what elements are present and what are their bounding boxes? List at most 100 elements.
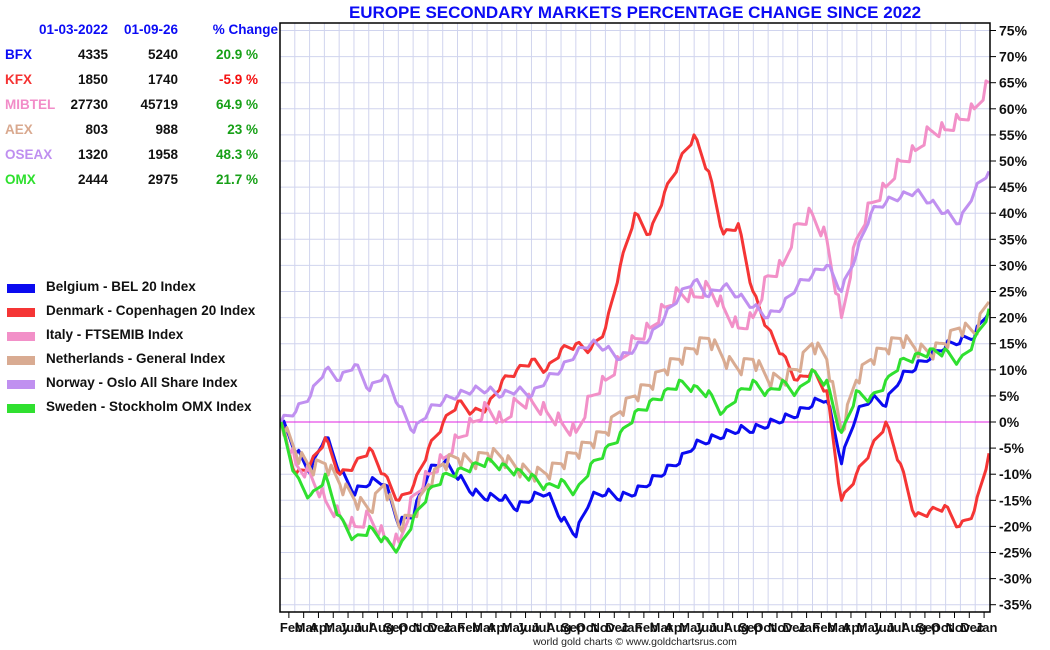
series-line-3 [279,79,990,549]
series-line-2 [279,133,991,529]
x-tick-label: Jul [531,620,550,635]
percent-change: 20.9 % [215,47,258,62]
x-tick-label: Nov [768,620,793,635]
end-value: 45719 [140,97,178,112]
legend-label: Belgium - BEL 20 Index [46,279,196,294]
x-tick-label: Jun [872,620,895,635]
x-tick-label: Apr [487,620,509,635]
index-name: AEX [5,122,33,137]
x-tick-label: Dec [960,620,984,635]
stats-row: OSEAX 1320 1958 48.3 % [0,147,280,172]
x-tick-label: Feb [635,620,658,635]
x-tick-label: Sep [383,620,407,635]
x-tick-label: Aug [546,620,571,635]
stats-row: MIBTEL 27730 45719 64.9 % [0,97,280,122]
stats-header-row: 01-03-2022 01-09-26 % Change [0,22,280,47]
start-value: 1850 [77,72,108,87]
percent-change: 21.7 % [215,172,258,187]
y-tick-label: 15% [999,336,1028,352]
x-tick-label: Mar [472,620,495,635]
start-value: 803 [85,122,108,137]
header-start-date: 01-03-2022 [38,22,108,37]
stats-row: OMX 2444 2975 21.7 % [0,172,280,197]
index-name: BFX [5,47,32,62]
legend-item: Denmark - Copenhagen 20 Index [6,303,281,327]
index-name: MIBTEL [5,97,56,112]
legend-swatch [7,380,35,389]
x-tick-label: Jul [886,620,905,635]
legend-swatch [7,284,35,293]
x-tick-label: Jun [517,620,540,635]
end-value: 5240 [147,47,178,62]
x-tick-label: Nov [946,620,971,635]
stats-table: 01-03-2022 01-09-26 % Change BFX 4335 5240… [0,22,280,197]
legend-item: Netherlands - General Index [6,351,281,375]
series-line-5 [279,170,991,434]
x-tick-label: Jan [620,620,642,635]
y-tick-label: 75% [999,23,1028,39]
x-tick-label: Jan [975,620,997,635]
x-tick-label: Aug [724,620,749,635]
y-tick-label: 40% [999,205,1028,221]
legend-item: Norway - Oslo All Share Index [6,375,281,399]
y-tick-label: 65% [999,75,1028,91]
y-tick-label: 55% [999,127,1028,143]
x-tick-label: Apr [664,620,686,635]
stats-row: BFX 4335 5240 20.9 % [0,47,280,72]
x-tick-label: Nov [413,620,438,635]
x-tick-label: Oct [576,620,598,635]
x-tick-label: Nov [591,620,616,635]
index-name: OMX [5,172,36,187]
legend-label: Denmark - Copenhagen 20 Index [46,303,256,318]
x-tick-label: Jun [339,620,362,635]
y-tick-label: -30% [999,571,1032,587]
legend-item: Italy - FTSEMIB Index [6,327,281,351]
header-change: % Change [212,22,278,37]
x-tick-label: Feb [280,620,303,635]
legend-item: Sweden - Stockholm OMX Index [6,399,281,423]
x-tick-label: May [324,620,350,635]
series-line-6 [279,308,991,554]
y-tick-label: 50% [999,153,1028,169]
stats-row: AEX 803 988 23 % [0,122,280,147]
y-tick-label: 30% [999,257,1028,273]
x-tick-label: Apr [842,620,864,635]
start-value: 4335 [77,47,108,62]
percent-change: 48.3 % [215,147,258,162]
y-tick-label: 70% [999,49,1028,65]
x-tick-label: Dec [783,620,807,635]
index-name: OSEAX [5,147,53,162]
index-name: KFX [5,72,32,87]
legend-label: Norway - Oslo All Share Index [46,375,238,390]
legend-item: Belgium - BEL 20 Index [6,279,281,303]
series-line-4 [279,300,991,533]
x-tick-label: Jul [709,620,728,635]
x-tick-label: Jan [798,620,820,635]
y-tick-label: -10% [999,466,1032,482]
legend-label: Italy - FTSEMIB Index [46,327,184,342]
x-tick-label: May [502,620,528,635]
y-tick-label: -5% [999,440,1024,456]
end-value: 1740 [147,72,178,87]
chart-title: EUROPE SECONDARY MARKETS PERCENTAGE CHAN… [348,3,922,22]
x-tick-label: Feb [812,620,835,635]
legend-swatch [7,308,35,317]
y-tick-label: 20% [999,310,1028,326]
stats-row: KFX 1850 1740 -5.9 % [0,72,280,97]
x-tick-label: Aug [369,620,394,635]
y-tick-label: -25% [999,545,1032,561]
x-tick-label: May [857,620,883,635]
x-tick-label: Oct [753,620,775,635]
start-value: 1320 [77,147,108,162]
x-tick-label: May [679,620,705,635]
y-tick-label: 35% [999,231,1028,247]
end-value: 1958 [147,147,178,162]
legend: Belgium - BEL 20 Index Denmark - Copenhag… [6,279,281,423]
y-tick-label: 60% [999,101,1028,117]
x-tick-label: Jun [694,620,717,635]
end-value: 2975 [147,172,178,187]
x-tick-label: Mar [827,620,850,635]
footer-credit: world gold charts © www.goldchartsrus.co… [533,636,737,648]
x-tick-label: Sep [561,620,585,635]
